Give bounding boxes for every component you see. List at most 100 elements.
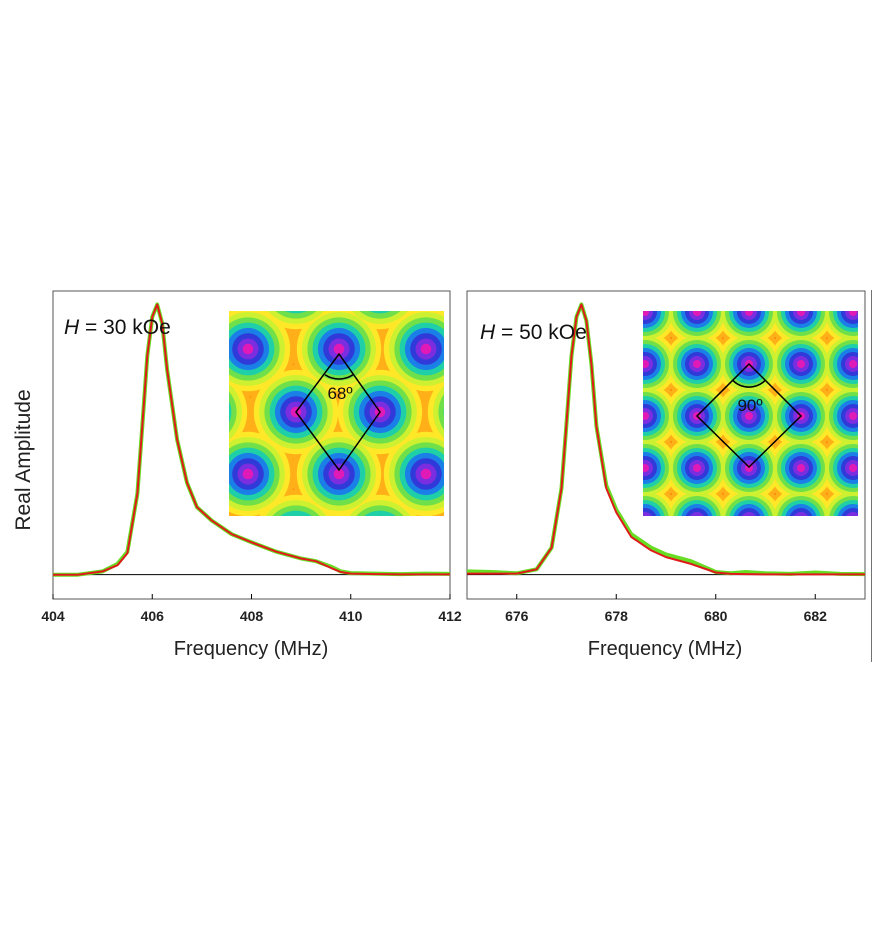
vortex-ring — [280, 510, 312, 516]
angle-label: 90º — [737, 396, 762, 415]
vortex-ring — [693, 464, 701, 472]
vortex-ring — [375, 532, 386, 543]
vortex-ring — [364, 271, 396, 303]
vortex-ring — [797, 516, 805, 524]
field-label: H = 50 kOe — [480, 321, 587, 344]
x-axis-ticks: 676 678 680 682 — [505, 594, 827, 624]
vortex-ring — [420, 468, 432, 480]
vortex-ring — [364, 521, 396, 553]
vortex-ring — [643, 508, 657, 516]
vortex-ring — [369, 311, 391, 314]
vortex-ring — [449, 391, 491, 433]
x-tick-label: 410 — [339, 608, 363, 624]
plot-frame — [466, 290, 866, 600]
vortex-ring — [370, 527, 391, 548]
vortex-ring — [438, 394, 444, 430]
vortex-ring — [643, 464, 649, 472]
vortex-ring — [693, 516, 701, 524]
x-tick-label: 678 — [605, 608, 629, 624]
vortex-lattice — [184, 266, 491, 553]
vortex-ring — [200, 407, 211, 418]
vortex-ring — [794, 512, 808, 516]
vortex-lattice — [641, 311, 858, 524]
vortex-ring — [280, 271, 312, 303]
inset-lattice-rhombic: 68º — [184, 266, 491, 553]
x-tick-label: 412 — [438, 608, 462, 624]
field-label: H = 30 kOe — [64, 316, 171, 339]
y-axis-title: Real Amplitude — [12, 389, 35, 530]
vortex-ring — [460, 402, 481, 423]
field-variable: H — [64, 316, 80, 339]
chart-panel-50koe: 676 678 680 682 Frequency (MHz) H = 50 kOe … — [466, 290, 866, 660]
angle-arc — [324, 374, 354, 380]
vortex-ring — [849, 412, 857, 420]
series-fit-line — [467, 303, 865, 576]
x-tick-label: 406 — [141, 608, 165, 624]
vortex-ring — [294, 515, 298, 516]
x-axis-ticks: 404 406 408 410 412 — [41, 594, 462, 624]
vortex-ring — [849, 516, 857, 524]
vortex-ring — [291, 532, 302, 543]
vortex-ring — [370, 277, 391, 298]
vortex-ring — [286, 527, 307, 548]
vortex-ring — [742, 512, 756, 516]
vortex-ring — [643, 311, 649, 316]
inset-lattice-square: 90º — [641, 311, 858, 524]
vortex-ring — [275, 266, 317, 308]
vortex-ring — [643, 512, 652, 516]
vortex-ring — [242, 343, 254, 355]
vortex-ring — [433, 385, 444, 439]
field-value: = 50 kOe — [495, 321, 587, 344]
vortex-ring — [745, 311, 753, 316]
x-tick-label: 680 — [704, 608, 728, 624]
vortex-ring — [846, 512, 858, 516]
field-variable: H — [480, 321, 496, 344]
vortex-ring — [378, 515, 382, 516]
vortex-ring — [286, 277, 307, 298]
field-value: = 30 kOe — [79, 316, 171, 339]
angle-label: 68º — [327, 384, 352, 403]
vortex-ring — [465, 407, 476, 418]
vortex-ring — [184, 391, 226, 433]
x-tick-label: 408 — [240, 608, 264, 624]
vortex-ring — [641, 516, 649, 524]
vortex-ring — [280, 521, 312, 553]
vortex-ring — [797, 360, 805, 368]
vortex-ring — [797, 311, 805, 316]
angle-arc — [732, 379, 766, 388]
vortex-ring — [333, 343, 345, 355]
vortex-ring — [745, 412, 753, 420]
vortex-ring — [454, 396, 486, 428]
vortex-ring — [693, 311, 701, 316]
vortex-ring — [693, 360, 701, 368]
vortex-ring — [849, 464, 857, 472]
vortex-ring — [737, 508, 761, 516]
vortex-ring — [285, 311, 307, 314]
vortex-ring — [849, 360, 857, 368]
vortex-ring — [643, 412, 649, 420]
vortex-ring — [420, 343, 432, 355]
vortex-ring — [685, 508, 709, 516]
vortex-ring — [745, 516, 753, 524]
vortex-ring — [841, 508, 858, 516]
x-axis-title: Frequency (MHz) — [174, 638, 328, 660]
vortex-ring — [364, 510, 396, 516]
vortex-ring — [229, 401, 232, 423]
x-tick-label: 682 — [804, 608, 828, 624]
series-fit-line — [53, 303, 450, 576]
x-tick-label: 404 — [41, 608, 65, 624]
chart-panel-30koe: 404 406 408 410 412 Frequency (MHz) H = 30 k… — [41, 266, 491, 660]
vortex-ring — [849, 311, 857, 316]
x-tick-label: 676 — [505, 608, 529, 624]
vortex-ring — [797, 464, 805, 472]
vortex-ring — [359, 266, 401, 308]
vortex-ring — [789, 508, 813, 516]
unit-cell-outline — [295, 352, 381, 472]
vortex-ring — [275, 311, 317, 319]
unit-cell-outline — [695, 362, 803, 469]
vortex-ring — [242, 468, 254, 480]
vortex-ring — [189, 396, 221, 428]
vortex-ring — [195, 402, 216, 423]
vortex-ring — [333, 468, 345, 480]
